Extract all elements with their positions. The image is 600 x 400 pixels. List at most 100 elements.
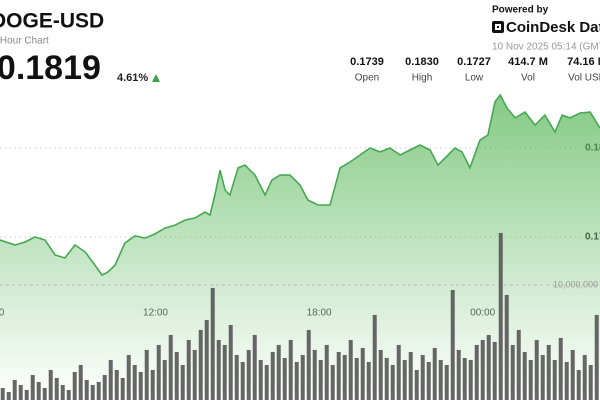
volume-bar: [546, 344, 551, 400]
volume-bar: [228, 324, 233, 400]
volume-bar: [594, 314, 599, 400]
volume-bar: [144, 349, 149, 400]
stat-value: 414.7 M: [508, 56, 548, 68]
volume-bar: [384, 357, 389, 400]
volume-bar: [42, 387, 47, 400]
volume-bar: [240, 361, 245, 400]
change: 4.61%: [117, 72, 148, 84]
volume-bar: [576, 369, 581, 400]
stat-label: Low: [465, 73, 484, 84]
volume-bar: [132, 364, 137, 400]
stat-label: High: [412, 73, 433, 84]
volume-bar: [312, 349, 317, 400]
volume-bar: [330, 364, 335, 400]
volume-bar: [120, 377, 125, 400]
volume-bar: [138, 371, 143, 400]
volume-bar: [588, 364, 593, 400]
volume-bar: [0, 387, 5, 400]
volume-bar: [480, 339, 485, 400]
volume-bar: [552, 359, 557, 400]
volume-bar: [252, 334, 257, 400]
volume-bar: [420, 354, 425, 400]
volume-bar: [462, 357, 467, 400]
volume-bar: [186, 339, 191, 400]
volume-bar: [162, 359, 167, 400]
volume-bar: [318, 359, 323, 400]
volume-bar: [102, 374, 107, 400]
volume-bar: [174, 351, 179, 400]
volume-bar: [246, 349, 251, 400]
volume-bar: [342, 354, 347, 400]
volume-bar: [12, 379, 17, 400]
volume-bar: [534, 339, 539, 400]
volume-bar: [198, 329, 203, 400]
volume-bar: [300, 354, 305, 400]
volume-bar: [24, 389, 29, 400]
volume-bar: [270, 351, 275, 400]
volume-bar: [294, 361, 299, 400]
volume-bar: [504, 294, 509, 400]
volume-bar: [78, 364, 83, 400]
symbol: DOGE-USD: [0, 10, 104, 33]
volume-bar: [192, 349, 197, 400]
volume-bar: [18, 384, 23, 400]
volume-bar: [66, 389, 71, 400]
stat-label: Open: [355, 73, 379, 84]
volume-bar: [360, 347, 365, 400]
volume-bar: [150, 369, 155, 400]
volume-bar: [570, 349, 575, 400]
volume-bar: [36, 381, 41, 400]
stat-label: Vol: [521, 73, 535, 84]
volume-bar: [450, 289, 455, 400]
volume-bar: [414, 369, 419, 400]
volume-bar: [582, 354, 587, 400]
volume-bar: [204, 319, 209, 400]
volume-bar: [336, 351, 341, 400]
volume-bar: [60, 384, 65, 400]
volume-bar: [54, 377, 59, 400]
volume-bar: [426, 361, 431, 400]
volume-bar: [168, 334, 173, 400]
brand: CoinDesk Data: [506, 19, 600, 36]
volume-bar: [30, 374, 35, 400]
volume-bar: [408, 351, 413, 400]
volume-bar: [276, 344, 281, 400]
volume-bar: [486, 334, 491, 400]
volume-bar: [456, 349, 461, 400]
timestamp: 10 Nov 2025 05:14 (GMT): [492, 42, 600, 53]
volume-bar: [516, 329, 521, 400]
volume-bar: [354, 357, 359, 400]
volume-bar: [6, 391, 11, 400]
volume-bar: [348, 339, 353, 400]
powered-by: Powered by: [492, 5, 549, 16]
volume-bar: [306, 329, 311, 400]
volume-bar: [108, 359, 113, 400]
stat-value: 0.1739: [350, 56, 384, 68]
volume-bar: [96, 381, 101, 400]
logo-icon: [492, 21, 504, 33]
volume-bar: [216, 339, 221, 400]
volume-bar: [114, 369, 119, 400]
volume-bar: [234, 354, 239, 400]
volume-bar: [402, 359, 407, 400]
volume-bar: [180, 364, 185, 400]
volume-bar: [258, 359, 263, 400]
volume-bar: [90, 384, 95, 400]
volume-bar: [540, 354, 545, 400]
volume-bar: [432, 347, 437, 400]
stat-value: 74.16 M: [567, 56, 600, 68]
volume-bar: [282, 357, 287, 400]
volume-bar: [72, 371, 77, 400]
volume-bar: [558, 337, 563, 400]
volume-bar: [264, 364, 269, 400]
price-line: [0, 93, 600, 277]
volume-bar: [390, 364, 395, 400]
volume-bar: [522, 351, 527, 400]
volume-bar: [222, 344, 227, 400]
subtitle: 24 Hour Chart: [0, 36, 49, 47]
stat-value: 0.1727: [457, 56, 491, 68]
volume-bar: [396, 344, 401, 400]
volume-bar: [126, 354, 131, 400]
